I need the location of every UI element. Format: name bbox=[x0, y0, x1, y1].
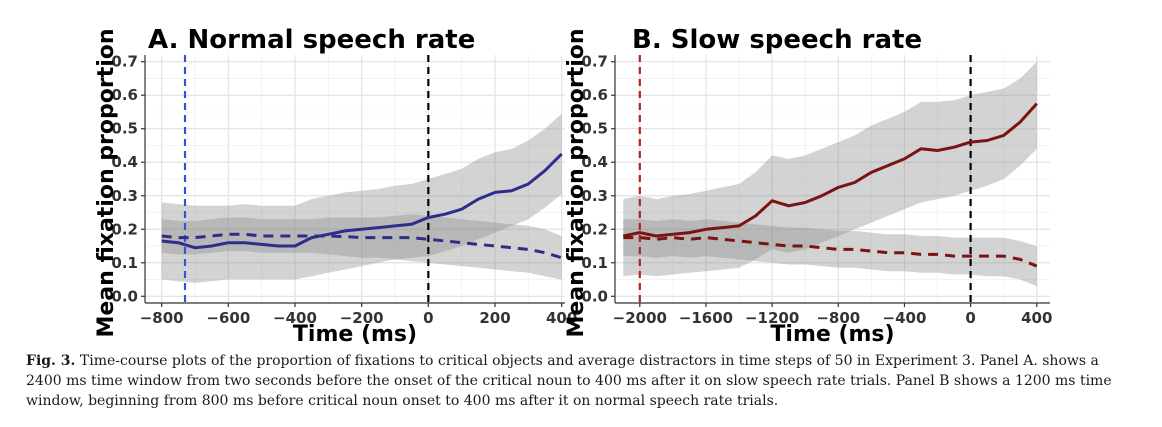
panel-b-series-line-distractor bbox=[623, 236, 1038, 268]
panel-b-y-tick-label: 0.4 bbox=[581, 153, 608, 171]
caption-text: Time-course plots of the proportion of f… bbox=[26, 353, 1112, 409]
panel-b-x-tick-label: −800 bbox=[816, 309, 860, 327]
panel-b-confidence-band-target bbox=[623, 61, 1037, 277]
panel-a: 0.0 0.1 0.2 0.3 0.4 0.5 0.6 0.7 −800 −600 −400 −200… bbox=[94, 25, 577, 345]
panel-b-y-tick-label: 0.6 bbox=[581, 86, 608, 104]
panel-a-x-tick-label: −800 bbox=[140, 309, 184, 327]
panel-b-x-tick-label: −400 bbox=[883, 309, 927, 327]
panel-a-x-tick-label: −200 bbox=[340, 309, 384, 327]
panel-a-x-tick-label: −400 bbox=[273, 309, 317, 327]
panel-a-y-tick-label: 0.7 bbox=[111, 53, 138, 71]
caption-label: Fig. 3. bbox=[26, 353, 76, 369]
panel-a-x-axis-title: Time (ms) bbox=[293, 322, 417, 345]
panel-a-y-tick-label: 0.1 bbox=[111, 254, 138, 272]
panel-b-x-tick-label: 0 bbox=[965, 309, 975, 327]
panel-b-y-tick-label: 0.2 bbox=[581, 220, 608, 238]
panel-b: 0.00.10.20.30.40.50.60.7−2000 −1600 −1200−… bbox=[564, 25, 1052, 345]
panel-b-y-tick-label: 0.1 bbox=[581, 254, 608, 272]
panel-a-x-tick-label: −600 bbox=[206, 309, 250, 327]
panel-a-y-tick-label: 0.6 bbox=[111, 86, 138, 104]
panel-a-y-tick-label: 0.4 bbox=[111, 153, 138, 171]
panel-b-y-axis-title: Mean fixation proportion bbox=[564, 28, 589, 337]
panel-b-y-tick-label: 0.7 bbox=[581, 53, 608, 71]
panel-b-series-line-target bbox=[622, 102, 1038, 238]
panel-a-series-line-target bbox=[161, 152, 563, 250]
panel-b-x-tick-label: −1200 bbox=[745, 309, 799, 327]
panel-b-y-tick-label: 0.5 bbox=[581, 120, 608, 138]
panel-b-x-axis-title: Time (ms) bbox=[770, 322, 894, 345]
panel-a-y-tick-label: 0.5 bbox=[111, 120, 138, 138]
panel-a-y-tick-label: 0.3 bbox=[111, 187, 138, 205]
panel-b-x-tick-label: −1600 bbox=[679, 309, 733, 327]
panel-b-y-tick-label: 0.3 bbox=[581, 187, 608, 205]
panel-a-x-tick-label: 200 bbox=[479, 309, 510, 327]
panel-b-x-tick-label: 400 bbox=[1021, 309, 1052, 327]
figure-3: 0.0 0.1 0.2 0.3 0.4 0.5 0.6 0.7 −800 −600 −400 −200… bbox=[94, 25, 1052, 345]
figure-caption: Fig. 3. Time-course plots of the proport… bbox=[26, 351, 1136, 411]
panel-a-x-tick-label: 400 bbox=[546, 309, 577, 327]
panel-a-y-axis-title: Mean fixation proportion bbox=[94, 28, 119, 337]
panel-a-y-tick-label: 0.0 bbox=[111, 287, 138, 305]
panel-a-x-tick-label: 0 bbox=[423, 309, 433, 327]
panel-a-y-tick-label: 0.2 bbox=[111, 220, 138, 238]
panel-b-title: B. Slow speech rate bbox=[632, 25, 922, 55]
panel-b-y-tick-label: 0.0 bbox=[581, 287, 608, 305]
panel-b-x-tick-label: −2000 bbox=[613, 309, 667, 327]
panel-b-confidence-band-distractor bbox=[623, 219, 1037, 287]
panel-a-title: A. Normal speech rate bbox=[148, 25, 475, 55]
panel-a-confidence-band-target bbox=[161, 113, 562, 283]
panel-a-confidence-band-distractor bbox=[161, 214, 562, 280]
